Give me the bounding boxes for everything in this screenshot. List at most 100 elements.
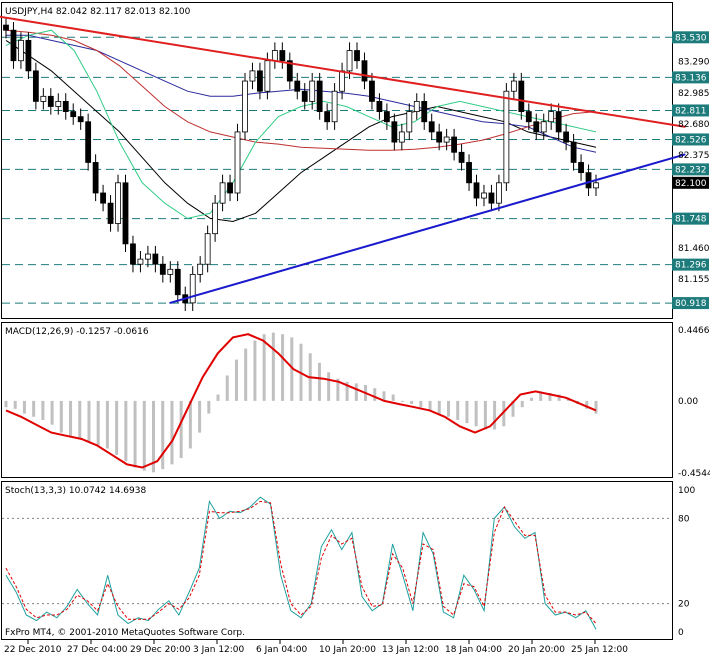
- macd-histogram-bar: [234, 359, 238, 401]
- macd-histogram-bar: [142, 400, 146, 471]
- candle-body: [443, 136, 450, 143]
- candle-body: [227, 182, 233, 194]
- price-tick-label: 81.155: [678, 275, 710, 285]
- macd-histogram-bar: [87, 400, 91, 443]
- macd-histogram-bar: [216, 394, 220, 401]
- macd-histogram-bar: [50, 400, 54, 425]
- level-tag: [672, 297, 709, 310]
- macd-tick-label: -0.4544: [678, 469, 710, 479]
- candle-body: [25, 39, 32, 72]
- macd-histogram-bar: [4, 400, 8, 408]
- candle-body: [204, 233, 211, 265]
- macd-histogram-bar: [437, 400, 441, 414]
- candle-body: [242, 80, 248, 133]
- candle-body: [212, 202, 219, 235]
- candle-body: [406, 111, 413, 133]
- candle-body: [309, 80, 316, 102]
- macd-histogram-bar: [41, 400, 45, 420]
- macd-histogram-bar: [290, 337, 294, 401]
- macd-histogram-bar: [474, 400, 478, 427]
- price-pane: [1, 2, 673, 319]
- macd-histogram-bar: [317, 362, 321, 401]
- candle-body: [533, 121, 540, 133]
- macd-histogram-bar: [207, 400, 211, 414]
- candle-body: [115, 182, 121, 224]
- macd-histogram-bar: [410, 400, 414, 405]
- candle-body: [578, 162, 584, 174]
- level-tag: [672, 31, 709, 44]
- candle-body: [130, 243, 136, 265]
- trendline: [0, 15, 686, 128]
- price-tick-label: 82.985: [678, 89, 710, 99]
- macd-histogram-bar: [419, 400, 423, 408]
- macd-histogram-bar: [327, 372, 331, 401]
- x-tick-label: 10 Jan 20:00: [319, 645, 376, 655]
- candle-body: [107, 202, 114, 224]
- x-tick-label: 27 Dec 04:00: [67, 645, 128, 655]
- candle-body: [100, 192, 106, 204]
- macd-histogram-bar: [345, 381, 349, 401]
- candle-body: [294, 80, 301, 92]
- trendline: [169, 153, 686, 305]
- current-price-tag: [672, 176, 709, 189]
- macd-histogram-bar: [493, 400, 497, 430]
- macd-histogram-bar: [557, 394, 561, 401]
- candle-body: [339, 70, 345, 92]
- candle-body: [391, 121, 398, 143]
- macd-histogram-bar: [244, 348, 248, 401]
- macd-histogram-bar: [198, 400, 202, 433]
- candle-body: [271, 50, 278, 62]
- x-tick-label: 20 Jan 20:00: [508, 645, 565, 655]
- candle-body: [585, 172, 592, 189]
- candle-body: [301, 90, 308, 102]
- candle-body: [122, 182, 129, 245]
- candle-body: [398, 131, 405, 143]
- candle-body: [540, 121, 547, 133]
- macd-histogram-bar: [152, 400, 155, 473]
- macd-histogram-bar: [483, 400, 487, 430]
- copyright-text: FxPro MT4, © 2001-2010 MetaQuotes Softwa…: [5, 628, 245, 638]
- candle-body: [279, 50, 286, 62]
- stoch-main-line: [5, 496, 597, 630]
- candle-body: [18, 39, 24, 62]
- macd-histogram-bar: [161, 400, 165, 470]
- price-tick-label: 81.460: [678, 244, 710, 254]
- candle-body: [152, 253, 159, 265]
- level-tag-label: 81.748: [675, 215, 707, 225]
- candle-body: [548, 111, 555, 123]
- candle-body: [525, 111, 532, 123]
- macd-signal-line: [5, 333, 597, 469]
- candle-body: [85, 121, 92, 163]
- candle-body: [32, 70, 39, 102]
- stoch-tick-label: 0: [678, 628, 684, 638]
- candle-body: [570, 141, 577, 163]
- macd-histogram-bar: [502, 400, 506, 427]
- candle-body: [70, 111, 77, 118]
- macd-histogram-bar: [124, 400, 128, 462]
- macd-histogram-bar: [188, 400, 192, 449]
- candle-body: [466, 162, 472, 184]
- candle-body: [331, 90, 338, 123]
- level-tag: [672, 71, 709, 84]
- macd-histogram-bar: [594, 400, 598, 414]
- x-tick-label: 25 Jan 12:00: [571, 645, 628, 655]
- moving-average-line: [5, 39, 597, 223]
- candle-body: [383, 111, 390, 123]
- candle-body: [593, 182, 599, 189]
- macd-histogram-bar: [465, 400, 469, 424]
- candle-body: [174, 268, 181, 296]
- macd-histogram-bar: [96, 400, 100, 446]
- macd-histogram-bar: [225, 375, 229, 401]
- candle-body: [234, 131, 241, 194]
- candle-body: [563, 131, 570, 143]
- macd-histogram-bar: [391, 394, 395, 401]
- level-tag: [672, 163, 709, 176]
- price-tick-label: 82.375: [678, 151, 710, 161]
- level-tag-label: 81.296: [675, 261, 707, 271]
- candle-body: [369, 80, 375, 102]
- candle-body: [436, 131, 443, 143]
- candle-body: [496, 182, 502, 204]
- candle-body: [428, 121, 435, 133]
